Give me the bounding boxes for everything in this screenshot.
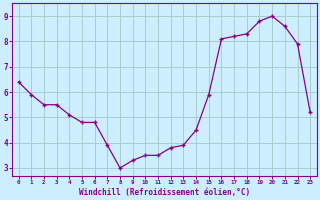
X-axis label: Windchill (Refroidissement éolien,°C): Windchill (Refroidissement éolien,°C) [79, 188, 250, 197]
